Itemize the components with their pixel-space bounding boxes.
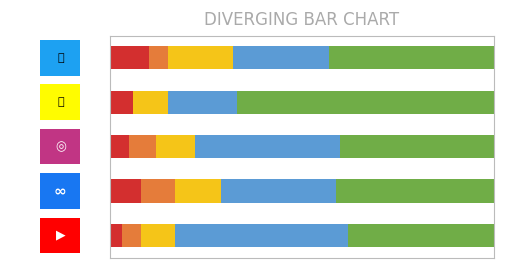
Bar xyxy=(337,179,494,202)
Text: ∞: ∞ xyxy=(54,184,67,198)
Bar xyxy=(141,224,175,247)
Bar xyxy=(156,135,195,158)
Bar xyxy=(149,46,167,69)
Bar xyxy=(195,135,340,158)
Text: 👻: 👻 xyxy=(57,97,64,107)
Bar xyxy=(110,179,141,202)
Bar xyxy=(110,135,129,158)
Bar xyxy=(329,46,493,69)
Bar xyxy=(222,179,337,202)
Bar xyxy=(175,179,222,202)
Bar xyxy=(110,46,149,69)
Bar xyxy=(168,91,237,114)
Bar xyxy=(168,46,233,69)
Bar xyxy=(110,224,122,247)
Bar xyxy=(233,46,329,69)
Bar xyxy=(237,91,494,114)
Bar xyxy=(133,91,168,114)
Text: 🐦: 🐦 xyxy=(57,53,64,63)
Bar xyxy=(129,135,156,158)
Text: ◎: ◎ xyxy=(55,140,66,153)
Bar xyxy=(348,224,494,247)
Title: DIVERGING BAR CHART: DIVERGING BAR CHART xyxy=(204,10,400,28)
Bar xyxy=(175,224,348,247)
Bar xyxy=(122,224,141,247)
Bar xyxy=(141,179,175,202)
Text: ▶: ▶ xyxy=(56,229,65,242)
Bar xyxy=(340,135,493,158)
Bar xyxy=(110,91,133,114)
